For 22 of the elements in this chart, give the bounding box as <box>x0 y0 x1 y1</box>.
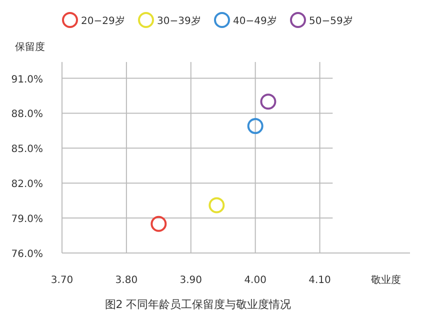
point <box>150 216 167 232</box>
legend-label: 50−59岁 <box>309 15 353 27</box>
y-axis-title: 保留度 <box>15 41 45 53</box>
x-tick-label: 4.10 <box>308 275 331 286</box>
y-tick-label: 82.0% <box>11 179 43 190</box>
y-tick-label: 76.0% <box>11 249 43 260</box>
point <box>247 118 264 134</box>
y-tick-label: 91.0% <box>11 74 43 86</box>
x-tick-label: 3.70 <box>50 275 74 286</box>
x-tick-label: 3.90 <box>180 275 202 286</box>
text: 图2 不同年龄员工保留度与敬业度情况 <box>104 298 292 311</box>
legend-label: 30−39岁 <box>157 15 201 27</box>
x-tick-label: 3.80 <box>115 275 138 286</box>
y-tick-label: 79.0% <box>11 214 43 226</box>
y-tick-label: 85.0% <box>11 144 43 156</box>
x-tick-label: 4.00 <box>244 275 266 286</box>
point <box>260 94 276 110</box>
point <box>208 197 225 214</box>
y-tick-label: 88.0% <box>11 109 43 120</box>
legend-label: 40−49岁 <box>233 15 277 27</box>
x-axis-title: 敬业度 <box>371 274 401 286</box>
legend-label: 20−29岁 <box>81 15 125 27</box>
